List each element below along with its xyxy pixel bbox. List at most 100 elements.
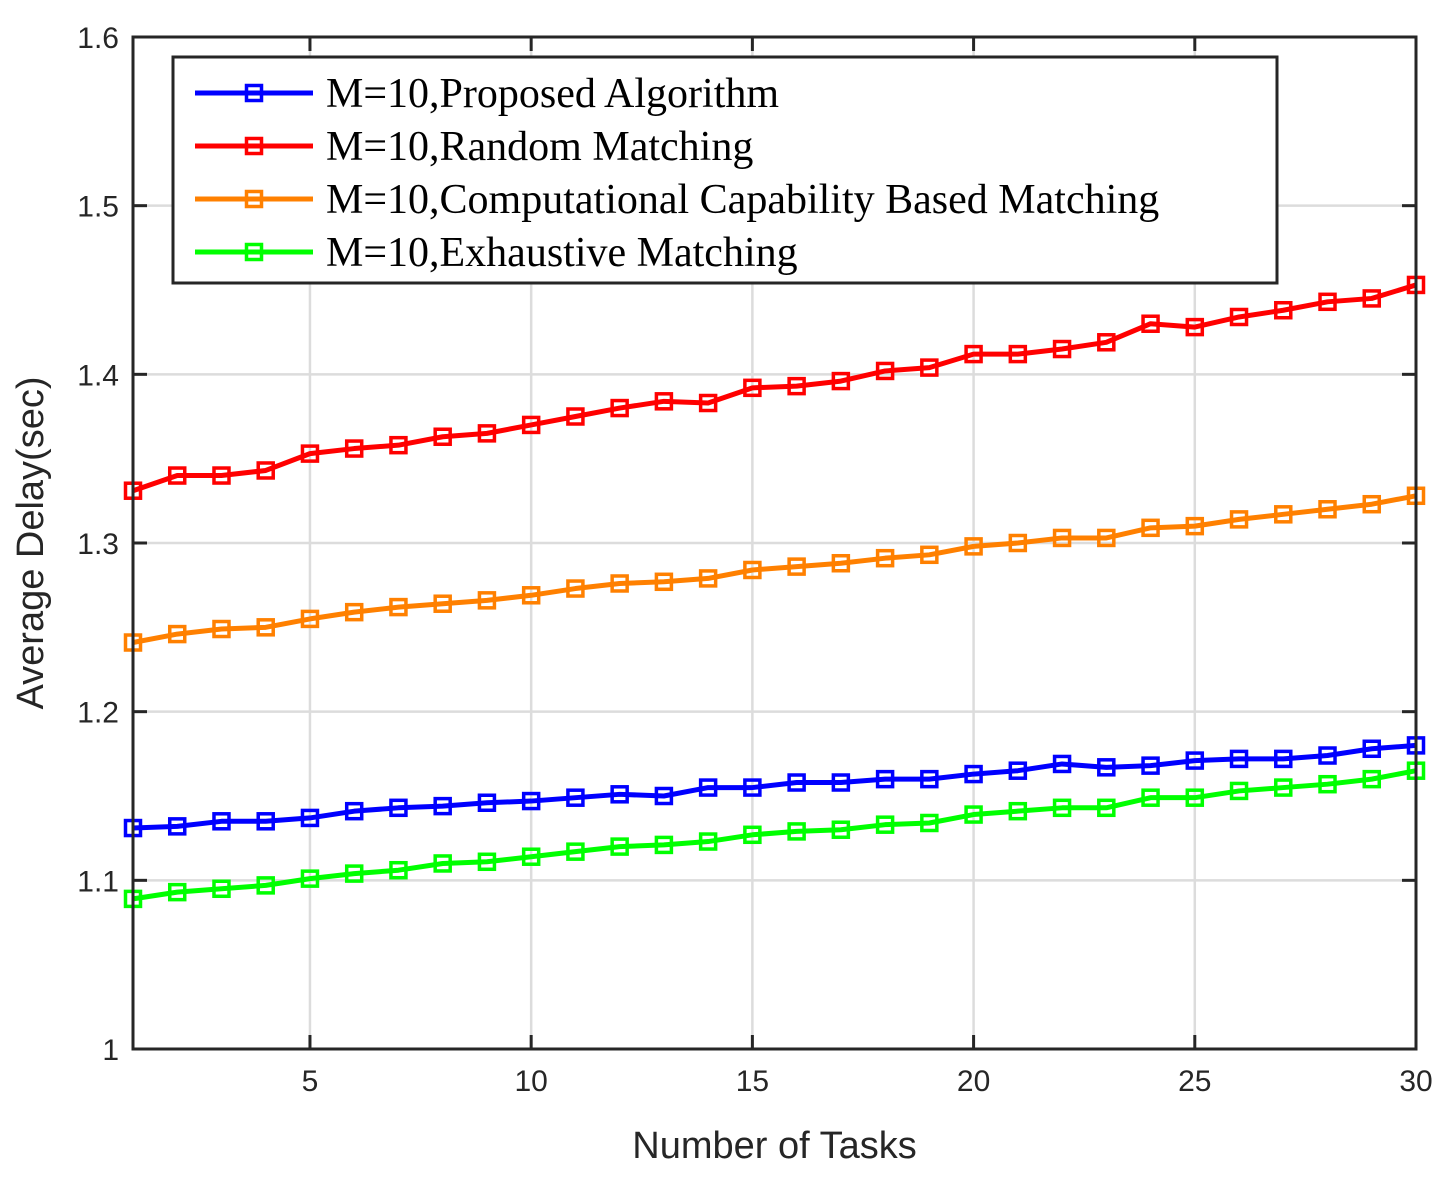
data-point-marker bbox=[212, 879, 231, 899]
data-point-marker bbox=[344, 602, 364, 622]
data-point-marker bbox=[831, 553, 851, 573]
data-point-marker bbox=[743, 778, 762, 797]
data-point-marker bbox=[875, 361, 895, 381]
data-point-marker bbox=[875, 548, 895, 568]
data-point-marker bbox=[787, 557, 806, 576]
data-point-marker bbox=[787, 773, 806, 792]
data-point-marker bbox=[1362, 739, 1382, 759]
data-point-marker bbox=[521, 847, 541, 866]
legend-marker-swatch bbox=[244, 136, 264, 156]
data-point-marker bbox=[875, 815, 895, 834]
data-point-marker bbox=[875, 769, 895, 789]
data-point-marker bbox=[1229, 510, 1249, 529]
data-point-marker bbox=[344, 864, 364, 883]
data-point-marker bbox=[1141, 756, 1160, 775]
data-point-marker bbox=[389, 435, 408, 455]
data-point-marker bbox=[1052, 798, 1072, 818]
series-3 bbox=[123, 486, 1426, 652]
data-point-marker bbox=[1008, 344, 1028, 364]
series-line bbox=[132, 282, 1417, 494]
data-point-marker bbox=[698, 569, 718, 588]
data-point-marker bbox=[389, 597, 408, 617]
data-point-marker bbox=[743, 378, 762, 398]
x-tick-label: 25 bbox=[1178, 1065, 1211, 1098]
data-point-marker bbox=[1052, 754, 1072, 774]
plot-frame bbox=[131, 35, 1418, 1051]
y-tick-label: 1.4 bbox=[77, 359, 119, 392]
data-point-marker bbox=[1052, 339, 1072, 359]
data-point-marker bbox=[920, 769, 939, 789]
x-tick-label: 30 bbox=[1399, 1065, 1432, 1098]
data-point-marker bbox=[654, 786, 674, 806]
data-point-marker bbox=[477, 793, 497, 812]
data-point-marker bbox=[1008, 533, 1028, 553]
data-point-marker bbox=[256, 461, 275, 480]
data-point-marker bbox=[566, 407, 585, 426]
data-point-marker bbox=[920, 545, 939, 565]
data-point-marker bbox=[167, 817, 187, 836]
data-point-marker bbox=[1274, 505, 1293, 524]
series-line bbox=[132, 493, 1417, 645]
data-point-marker bbox=[1185, 317, 1205, 337]
x-tick-label: 15 bbox=[736, 1065, 769, 1098]
data-point-marker bbox=[1141, 314, 1160, 333]
data-point-marker bbox=[1185, 516, 1205, 536]
data-point-marker bbox=[167, 466, 187, 485]
data-point-marker bbox=[566, 842, 585, 861]
data-point-marker bbox=[1318, 774, 1337, 794]
data-point-marker bbox=[1097, 758, 1116, 777]
data-point-marker bbox=[610, 785, 629, 804]
data-point-marker bbox=[433, 854, 452, 873]
legend-label: M=10,Proposed Algorithm bbox=[326, 71, 779, 117]
data-point-marker bbox=[1362, 494, 1382, 514]
x-tick-label: 10 bbox=[514, 1065, 547, 1098]
data-point-marker bbox=[1097, 798, 1116, 818]
data-point-marker bbox=[1141, 518, 1160, 538]
data-point-marker bbox=[1008, 761, 1028, 780]
y-tick-label: 1 bbox=[102, 1034, 119, 1067]
data-point-marker bbox=[743, 560, 762, 580]
data-point-marker bbox=[920, 813, 939, 833]
legend-item: M=10,Proposed Algorithm bbox=[195, 71, 779, 117]
data-point-marker bbox=[344, 439, 364, 458]
data-point-marker bbox=[698, 393, 718, 413]
data-point-marker bbox=[610, 574, 629, 593]
data-point-marker bbox=[433, 796, 452, 816]
data-point-marker bbox=[1274, 749, 1293, 769]
data-point-marker bbox=[1274, 300, 1293, 320]
y-tick-label: 1.5 bbox=[77, 191, 119, 224]
data-point-marker bbox=[1008, 801, 1028, 821]
data-point-marker bbox=[521, 791, 541, 811]
data-point-marker bbox=[1097, 333, 1116, 352]
legend-label: M=10,Exhaustive Matching bbox=[326, 230, 798, 276]
data-point-marker bbox=[1097, 528, 1116, 548]
y-tick-label: 1.2 bbox=[77, 697, 119, 730]
legend-item: M=10,Computational Capability Based Matc… bbox=[195, 177, 1159, 223]
data-point-marker bbox=[566, 788, 585, 807]
legend-marker-swatch bbox=[244, 83, 264, 103]
data-point-marker bbox=[477, 591, 497, 610]
data-point-marker bbox=[256, 876, 275, 895]
tick-layer: 5 10 15 20 25 30 1 1.1 1.2 1.3 1.4 1.5 1.6 bbox=[77, 22, 1432, 1098]
data-point-marker bbox=[831, 820, 851, 839]
legend-marker-swatch bbox=[244, 242, 264, 262]
data-point-marker bbox=[1362, 289, 1382, 308]
legend-item: M=10,Exhaustive Matching bbox=[195, 230, 798, 276]
data-point-marker bbox=[167, 624, 187, 644]
data-point-marker bbox=[787, 822, 806, 841]
data-point-marker bbox=[256, 618, 275, 637]
data-point-marker bbox=[256, 812, 275, 831]
data-point-marker bbox=[433, 594, 452, 613]
data-point-marker bbox=[964, 805, 983, 824]
data-point-marker bbox=[831, 773, 851, 792]
data-point-marker bbox=[1185, 751, 1205, 770]
data-point-marker bbox=[167, 882, 187, 902]
data-point-marker bbox=[300, 808, 320, 828]
series-line bbox=[132, 742, 1417, 831]
y-axis-label: Average Delay(sec) bbox=[10, 376, 52, 709]
data-point-marker bbox=[964, 344, 983, 364]
data-point-marker bbox=[610, 398, 629, 418]
y-tick-label: 1.6 bbox=[77, 22, 119, 55]
